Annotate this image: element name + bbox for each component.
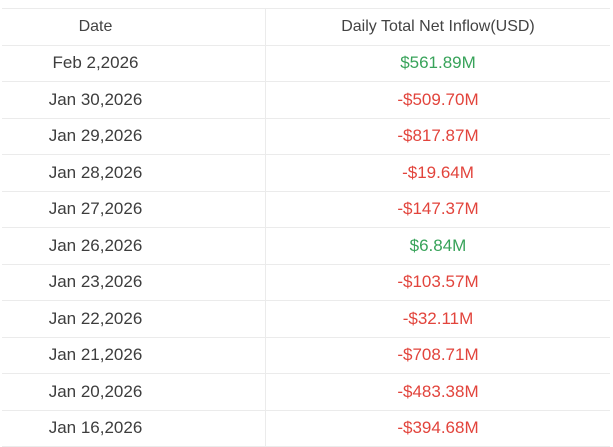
date-cell: Jan 30,2026 — [2, 82, 266, 118]
table-row: Jan 21,2026 -$708.71M — [2, 338, 610, 375]
date-cell: Jan 16,2026 — [2, 411, 266, 447]
column-header-net-inflow: Daily Total Net Inflow(USD) — [266, 9, 610, 45]
net-inflow-cell: -$483.38M — [266, 374, 610, 410]
table-row: Jan 22,2026 -$32.11M — [2, 301, 610, 338]
table-row: Jan 29,2026 -$817.87M — [2, 119, 610, 156]
table-row: Jan 23,2026 -$103.57M — [2, 265, 610, 302]
table-row: Jan 26,2026 $6.84M — [2, 228, 610, 265]
table-row: Jan 30,2026 -$509.70M — [2, 82, 610, 119]
net-inflow-cell: -$19.64M — [266, 155, 610, 191]
table-body: Feb 2,2026 $561.89M Jan 30,2026 -$509.70… — [2, 46, 610, 447]
net-inflow-cell: -$394.68M — [266, 411, 610, 447]
table-header-row: Date Daily Total Net Inflow(USD) — [2, 9, 610, 46]
net-inflow-cell: $6.84M — [266, 228, 610, 264]
column-header-date: Date — [2, 9, 266, 45]
date-cell: Jan 29,2026 — [2, 119, 266, 155]
net-inflow-cell: -$147.37M — [266, 192, 610, 228]
net-inflow-cell: $561.89M — [266, 46, 610, 82]
net-inflow-cell: -$103.57M — [266, 265, 610, 301]
table-row: Feb 2,2026 $561.89M — [2, 46, 610, 83]
net-inflow-cell: -$817.87M — [266, 119, 610, 155]
date-cell: Jan 28,2026 — [2, 155, 266, 191]
net-inflow-cell: -$32.11M — [266, 301, 610, 337]
date-cell: Feb 2,2026 — [2, 46, 266, 82]
date-cell: Jan 20,2026 — [2, 374, 266, 410]
date-cell: Jan 22,2026 — [2, 301, 266, 337]
table-row: Jan 28,2026 -$19.64M — [2, 155, 610, 192]
table-row: Jan 27,2026 -$147.37M — [2, 192, 610, 229]
date-cell: Jan 21,2026 — [2, 338, 266, 374]
date-cell: Jan 27,2026 — [2, 192, 266, 228]
date-cell: Jan 26,2026 — [2, 228, 266, 264]
date-cell: Jan 23,2026 — [2, 265, 266, 301]
table-row: Jan 20,2026 -$483.38M — [2, 374, 610, 411]
etf-daily-net-inflow-table: Date Daily Total Net Inflow(USD) Feb 2,2… — [2, 8, 610, 447]
net-inflow-cell: -$708.71M — [266, 338, 610, 374]
table-row: Jan 16,2026 -$394.68M — [2, 411, 610, 447]
net-inflow-cell: -$509.70M — [266, 82, 610, 118]
